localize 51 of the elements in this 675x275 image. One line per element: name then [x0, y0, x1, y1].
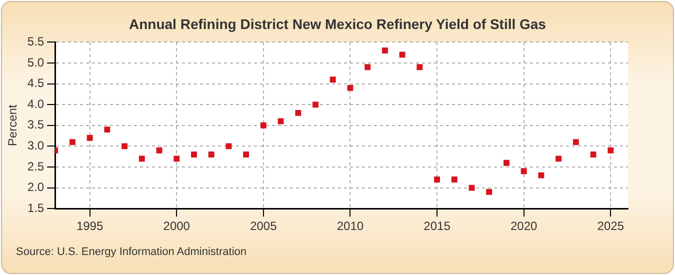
- point: [260, 122, 266, 128]
- y-tick-label: 2.0: [27, 180, 44, 194]
- point: [364, 64, 371, 70]
- point: [190, 152, 197, 158]
- point: [295, 110, 302, 116]
- x-tick-label: 1995: [76, 219, 104, 234]
- y-axis-title: Percent: [6, 104, 20, 146]
- y-tick-label: 4.5: [27, 76, 44, 90]
- chart-title: Annual Refining District New Mexico Refinery Yield of Still Gas: [128, 16, 547, 32]
- point: [312, 102, 318, 108]
- point: [538, 172, 544, 178]
- point: [69, 139, 76, 146]
- point: [590, 152, 596, 158]
- x-tick-label: 2010: [336, 219, 364, 234]
- point: [503, 160, 510, 166]
- source-note: Source: U.S. Energy Information Administration: [16, 246, 246, 258]
- x-tick-label: 2005: [250, 219, 278, 234]
- point: [486, 188, 492, 195]
- point: [520, 168, 527, 174]
- point: [608, 147, 614, 154]
- x-tick-label: 2015: [424, 219, 451, 234]
- y-tick-label: 1.5: [27, 200, 44, 215]
- point: [156, 147, 162, 154]
- x-tick-label: 2025: [597, 219, 624, 234]
- point: [399, 52, 406, 58]
- point: [451, 176, 458, 182]
- point: [572, 139, 579, 146]
- point: [556, 156, 562, 162]
- y-tick-label: 2.5: [27, 159, 44, 174]
- point: [208, 152, 214, 158]
- x-tick-label: 2020: [510, 219, 538, 234]
- point: [382, 48, 388, 54]
- y-tick-label: 3.0: [27, 138, 44, 153]
- point: [122, 143, 128, 150]
- point: [104, 126, 110, 133]
- point: [416, 64, 423, 70]
- y-tick-label: 5.0: [27, 55, 44, 70]
- point: [278, 118, 284, 124]
- point: [330, 76, 336, 83]
- point: [86, 134, 93, 141]
- point: [468, 184, 475, 191]
- point: [434, 176, 440, 182]
- y-tick-label: 5.5: [27, 34, 44, 49]
- point: [138, 156, 145, 162]
- point: [226, 143, 232, 150]
- y-tick-label: 3.5: [27, 118, 44, 132]
- x-tick-label: 2000: [163, 219, 190, 234]
- point: [174, 156, 180, 162]
- y-tick-label: 4.0: [27, 96, 44, 111]
- point: [347, 84, 354, 91]
- point: [243, 152, 250, 158]
